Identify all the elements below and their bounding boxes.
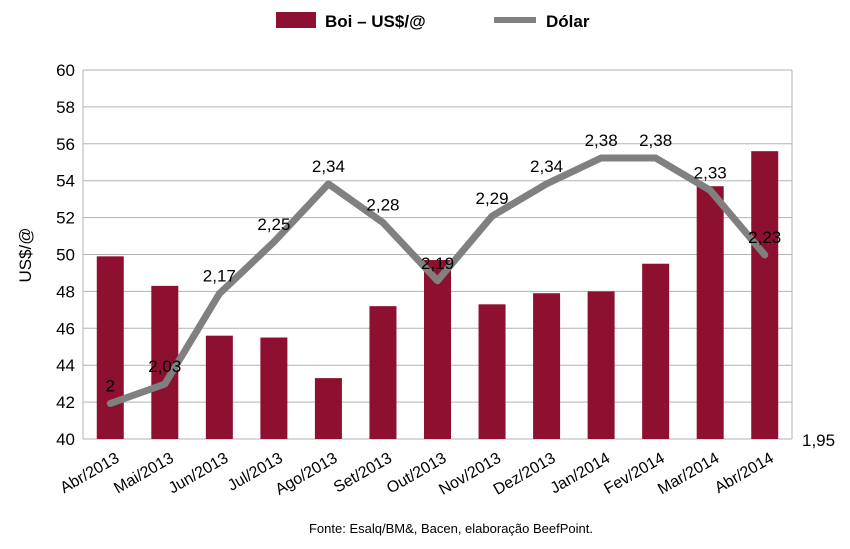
x-tick-label: Fev/2014: [601, 450, 667, 498]
bar: [696, 186, 724, 439]
secondary-axis-tick: 1,95: [802, 431, 835, 450]
line-point: [654, 157, 657, 160]
bar: [369, 306, 397, 439]
line-point: [436, 279, 439, 282]
line-point: [709, 189, 712, 192]
data-label: 2,23: [748, 228, 781, 247]
y-tick-label: 50: [56, 246, 75, 265]
y-tick-label: 40: [56, 430, 75, 449]
bar: [314, 378, 342, 439]
x-tick-label: Set/2013: [331, 450, 395, 497]
line-point: [272, 241, 275, 243]
bar: [751, 151, 779, 439]
y-tick-label: 60: [56, 61, 75, 80]
y-tick-label: 44: [56, 356, 75, 375]
bar: [424, 260, 451, 439]
source-note: Fonte: Esalq/BM&, Bacen, elaboração Beef…: [309, 521, 593, 536]
data-label: 2,28: [366, 196, 399, 215]
x-tick-label: Abr/2014: [712, 450, 777, 497]
line-point: [545, 182, 548, 185]
y-tick-label: 56: [56, 135, 75, 154]
bar-series: [96, 151, 779, 439]
bar: [96, 256, 124, 439]
x-tick-label: Jan/2014: [548, 450, 614, 498]
y-tick-label: 54: [56, 172, 75, 191]
bar: [478, 304, 506, 439]
line-point: [381, 221, 384, 224]
y-tick-label: 52: [56, 209, 75, 228]
x-tick-label: Abr/2013: [58, 450, 123, 497]
data-label: 2,17: [203, 267, 236, 286]
y-tick-label: 42: [56, 393, 75, 412]
x-tick-label: Dez/2013: [491, 450, 559, 499]
data-label: 2: [106, 377, 115, 396]
y-tick-label: 46: [56, 319, 75, 338]
bar: [260, 337, 288, 439]
y-axis-ticks: 40 42 44 46 48 50 52 54 56 58 60: [56, 61, 75, 449]
x-axis-ticks: Abr/2013Mai/2013Jun/2013Jul/2013Ago/2013…: [58, 450, 777, 499]
bar: [587, 291, 615, 439]
x-tick-label: Jun/2013: [166, 450, 232, 498]
legend-label-boi: Boi – US$/@: [325, 12, 426, 31]
x-tick-label: Mai/2013: [111, 450, 177, 498]
y-axis-title: US$/@: [16, 227, 35, 282]
data-label: 2,19: [421, 254, 454, 273]
data-label: 2,34: [530, 157, 563, 176]
bar: [642, 263, 670, 439]
legend: Boi – US$/@ Dólar: [276, 12, 590, 31]
data-label: 2,03: [148, 357, 181, 376]
line-point: [327, 182, 330, 185]
data-labels: 2 2,03 2,17 2,25 2,34 2,28 2,19 2,29 2,34 2,38 2,3…: [106, 131, 782, 395]
bar: [533, 293, 561, 439]
data-label: 2,33: [694, 163, 727, 182]
data-label: 2,34: [312, 157, 345, 176]
data-label: 2,29: [475, 189, 508, 208]
y-tick-label: 58: [56, 98, 75, 117]
bar: [205, 335, 233, 439]
legend-swatch-bar: [276, 12, 316, 28]
line-point: [763, 253, 766, 256]
data-label: 2,38: [639, 131, 672, 150]
y-tick-label: 48: [56, 282, 75, 301]
data-label: 2,38: [585, 131, 618, 150]
x-tick-label: Ago/2013: [273, 450, 341, 499]
line-series: [106, 154, 769, 407]
line-point: [109, 402, 112, 405]
data-label: 2,25: [257, 215, 290, 234]
line-point: [163, 383, 166, 386]
legend-label-dolar: Dólar: [546, 12, 590, 31]
line-point: [600, 157, 603, 160]
line-point: [218, 292, 221, 295]
x-tick-label: Mar/2014: [655, 450, 722, 499]
line-point: [491, 215, 494, 218]
